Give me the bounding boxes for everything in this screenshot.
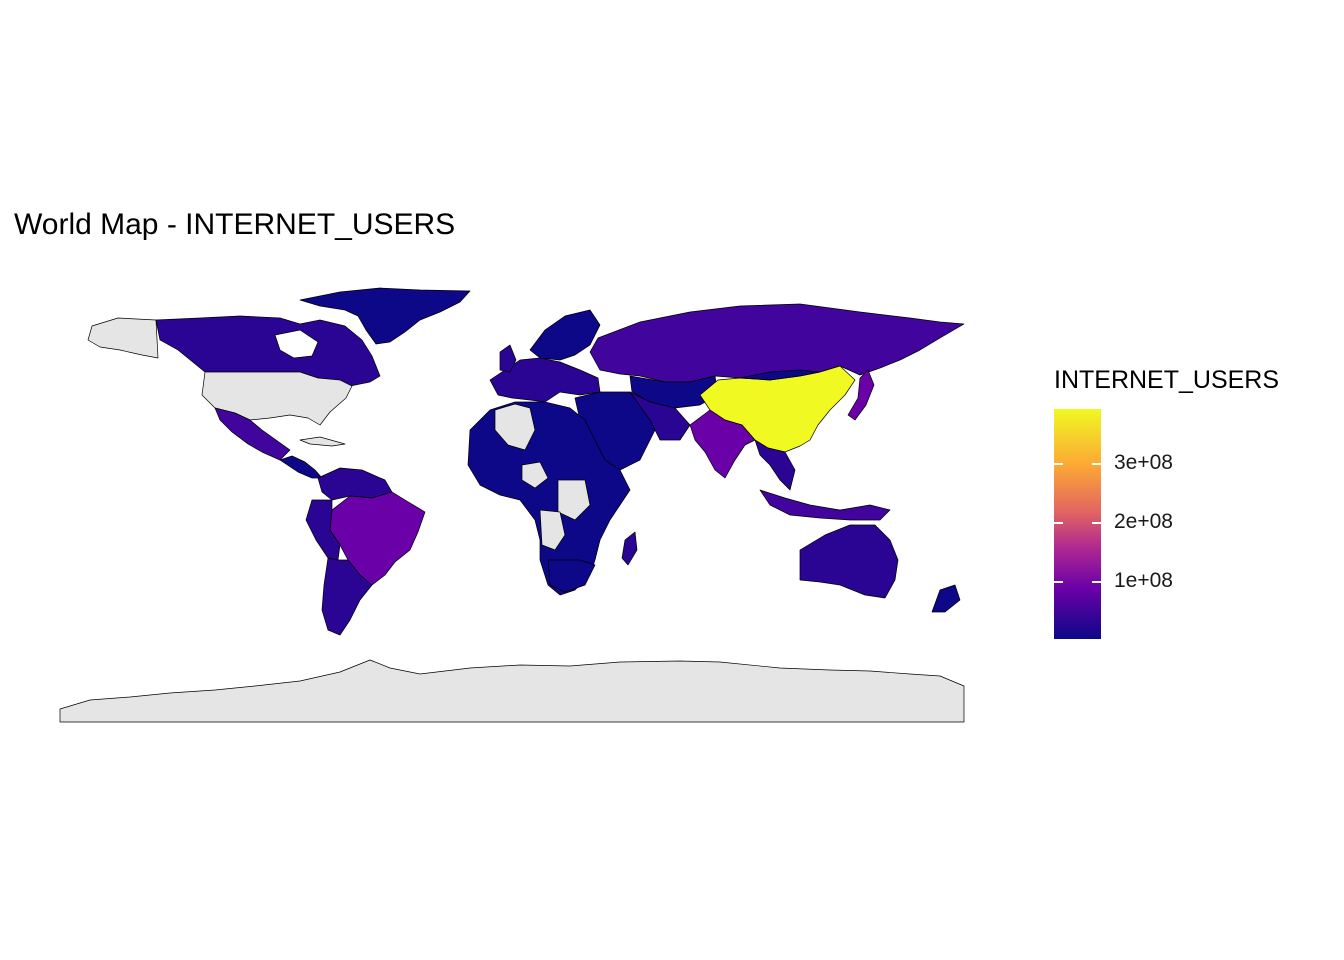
country-central-america (279, 455, 323, 479)
legend-tick-right (1092, 463, 1101, 465)
legend-tick-left (1054, 463, 1063, 465)
country-africa-north (467, 401, 631, 596)
country-drc (539, 509, 566, 551)
country-iran (629, 391, 691, 441)
legend-colorbar (1054, 409, 1101, 639)
country-japan (847, 369, 875, 421)
country-madagascar (621, 531, 638, 566)
country-antarctica (59, 659, 965, 723)
country-se-asia (754, 439, 796, 491)
country-australia (799, 524, 899, 599)
legend-tick-right (1092, 522, 1101, 524)
country-russia (589, 303, 965, 383)
country-chad (521, 461, 549, 489)
legend-title: INTERNET_USERS (1054, 366, 1280, 394)
country-new-zealand (931, 584, 961, 613)
legend-tick-label: 1e+08 (1114, 569, 1173, 592)
map-title: World Map - INTERNET_USERS (14, 208, 456, 241)
country-sudan (557, 479, 591, 521)
country-indonesia (759, 489, 891, 521)
country-mongolia (739, 369, 821, 381)
legend-tick-left (1054, 522, 1063, 524)
country-scandinavia (529, 309, 601, 361)
legend-tick-label: 2e+08 (1114, 510, 1173, 533)
country-mexico (214, 407, 291, 461)
legend-tick-right (1092, 581, 1101, 583)
country-cuba (299, 436, 346, 447)
country-south-africa (547, 559, 596, 593)
country-algeria (494, 403, 536, 451)
country-argentina (321, 557, 373, 636)
legend-tick-left (1054, 581, 1063, 583)
country-peru (305, 499, 341, 561)
legend-tick-label: 3e+08 (1114, 451, 1173, 474)
country-uk (499, 344, 517, 373)
country-india (689, 409, 756, 479)
country-alaska (87, 317, 159, 359)
country-greenland (299, 287, 471, 345)
